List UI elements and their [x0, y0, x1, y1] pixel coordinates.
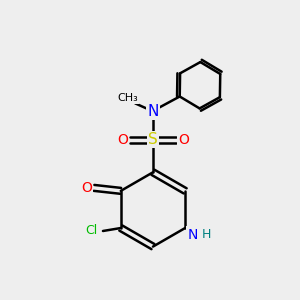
Text: Cl: Cl: [85, 224, 97, 238]
Text: N: N: [147, 104, 159, 119]
Text: N: N: [188, 228, 198, 242]
Text: O: O: [117, 133, 128, 147]
Text: O: O: [81, 181, 92, 195]
Text: CH₃: CH₃: [117, 93, 138, 103]
Text: H: H: [201, 228, 211, 241]
Text: S: S: [148, 132, 158, 147]
Text: O: O: [178, 133, 189, 147]
